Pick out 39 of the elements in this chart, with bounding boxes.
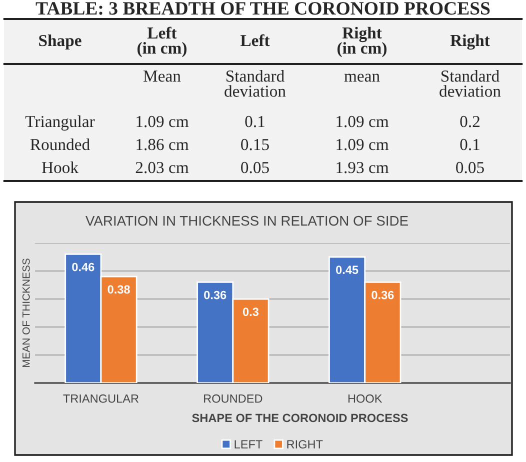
data-label: 0.38 — [108, 285, 130, 294]
text: mean — [344, 74, 380, 82]
text: Rounded — [30, 138, 90, 150]
text: TABLE: 3 BREADTH OF THE CORONOID PROCESS — [36, 2, 490, 15]
chart-title: VARIATION IN THICKNESS IN RELATION OF SIDE — [86, 216, 408, 226]
text: Right — [450, 34, 490, 50]
text: 1.09 cm — [336, 138, 389, 150]
text: 0.1 — [460, 138, 480, 150]
text: 1.09 cm — [136, 116, 189, 128]
text: 0.05 — [241, 162, 269, 174]
text: Standard deviation — [224, 70, 286, 97]
text: 2.03 cm — [136, 162, 189, 174]
text: 1.09 cm — [336, 116, 389, 128]
text: Right (in cm) — [338, 26, 386, 58]
data-label: 0.36 — [204, 290, 226, 300]
text: Left — [240, 34, 270, 46]
legend-label: RIGHT — [287, 440, 323, 448]
y-axis-title: MEAN OF THICKNESS — [22, 258, 30, 368]
text: 0.1 — [245, 116, 264, 128]
data-label: 0.46 — [72, 262, 94, 272]
text: 0.2 — [460, 116, 480, 128]
text: 1.86 cm — [136, 138, 189, 150]
legend-label: LEFT — [234, 440, 262, 448]
text: Left (in cm) — [138, 26, 186, 58]
text: 0.15 — [241, 138, 269, 150]
text: Mean — [144, 70, 181, 82]
data-label: 0.45 — [336, 266, 358, 274]
x-tick-label: ROUNDED — [204, 394, 262, 403]
x-axis-title: SHAPE OF THE CORONOID PROCESS — [192, 414, 408, 422]
text: 1.93 cm — [336, 162, 389, 174]
text: Triangular — [25, 115, 95, 131]
text: Hook — [42, 161, 79, 174]
text: Standard deviation — [440, 70, 501, 97]
x-tick-label: HOOK — [348, 394, 382, 403]
data-label: 0.3 — [242, 308, 259, 316]
text: 0.05 — [456, 162, 484, 174]
data-label: 0.36 — [372, 290, 394, 300]
text: Shape — [39, 34, 82, 50]
x-tick-label: TRIANGULAR — [63, 394, 138, 403]
